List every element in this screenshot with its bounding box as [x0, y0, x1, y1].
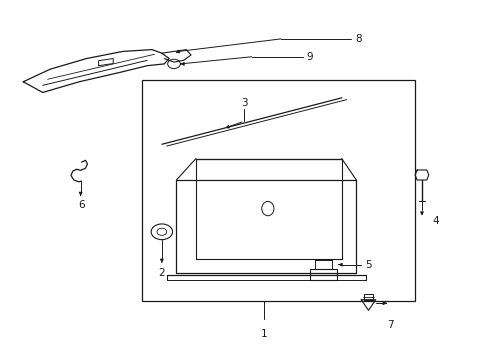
Text: 5: 5 [365, 260, 371, 270]
Text: 4: 4 [431, 216, 438, 226]
Text: 3: 3 [241, 98, 247, 108]
Text: 9: 9 [306, 52, 313, 62]
Text: 7: 7 [386, 320, 393, 330]
Text: 8: 8 [355, 34, 361, 44]
Text: 2: 2 [158, 268, 165, 278]
Text: 1: 1 [260, 329, 267, 339]
Bar [142, 80, 414, 301]
Text: 6: 6 [78, 200, 85, 210]
